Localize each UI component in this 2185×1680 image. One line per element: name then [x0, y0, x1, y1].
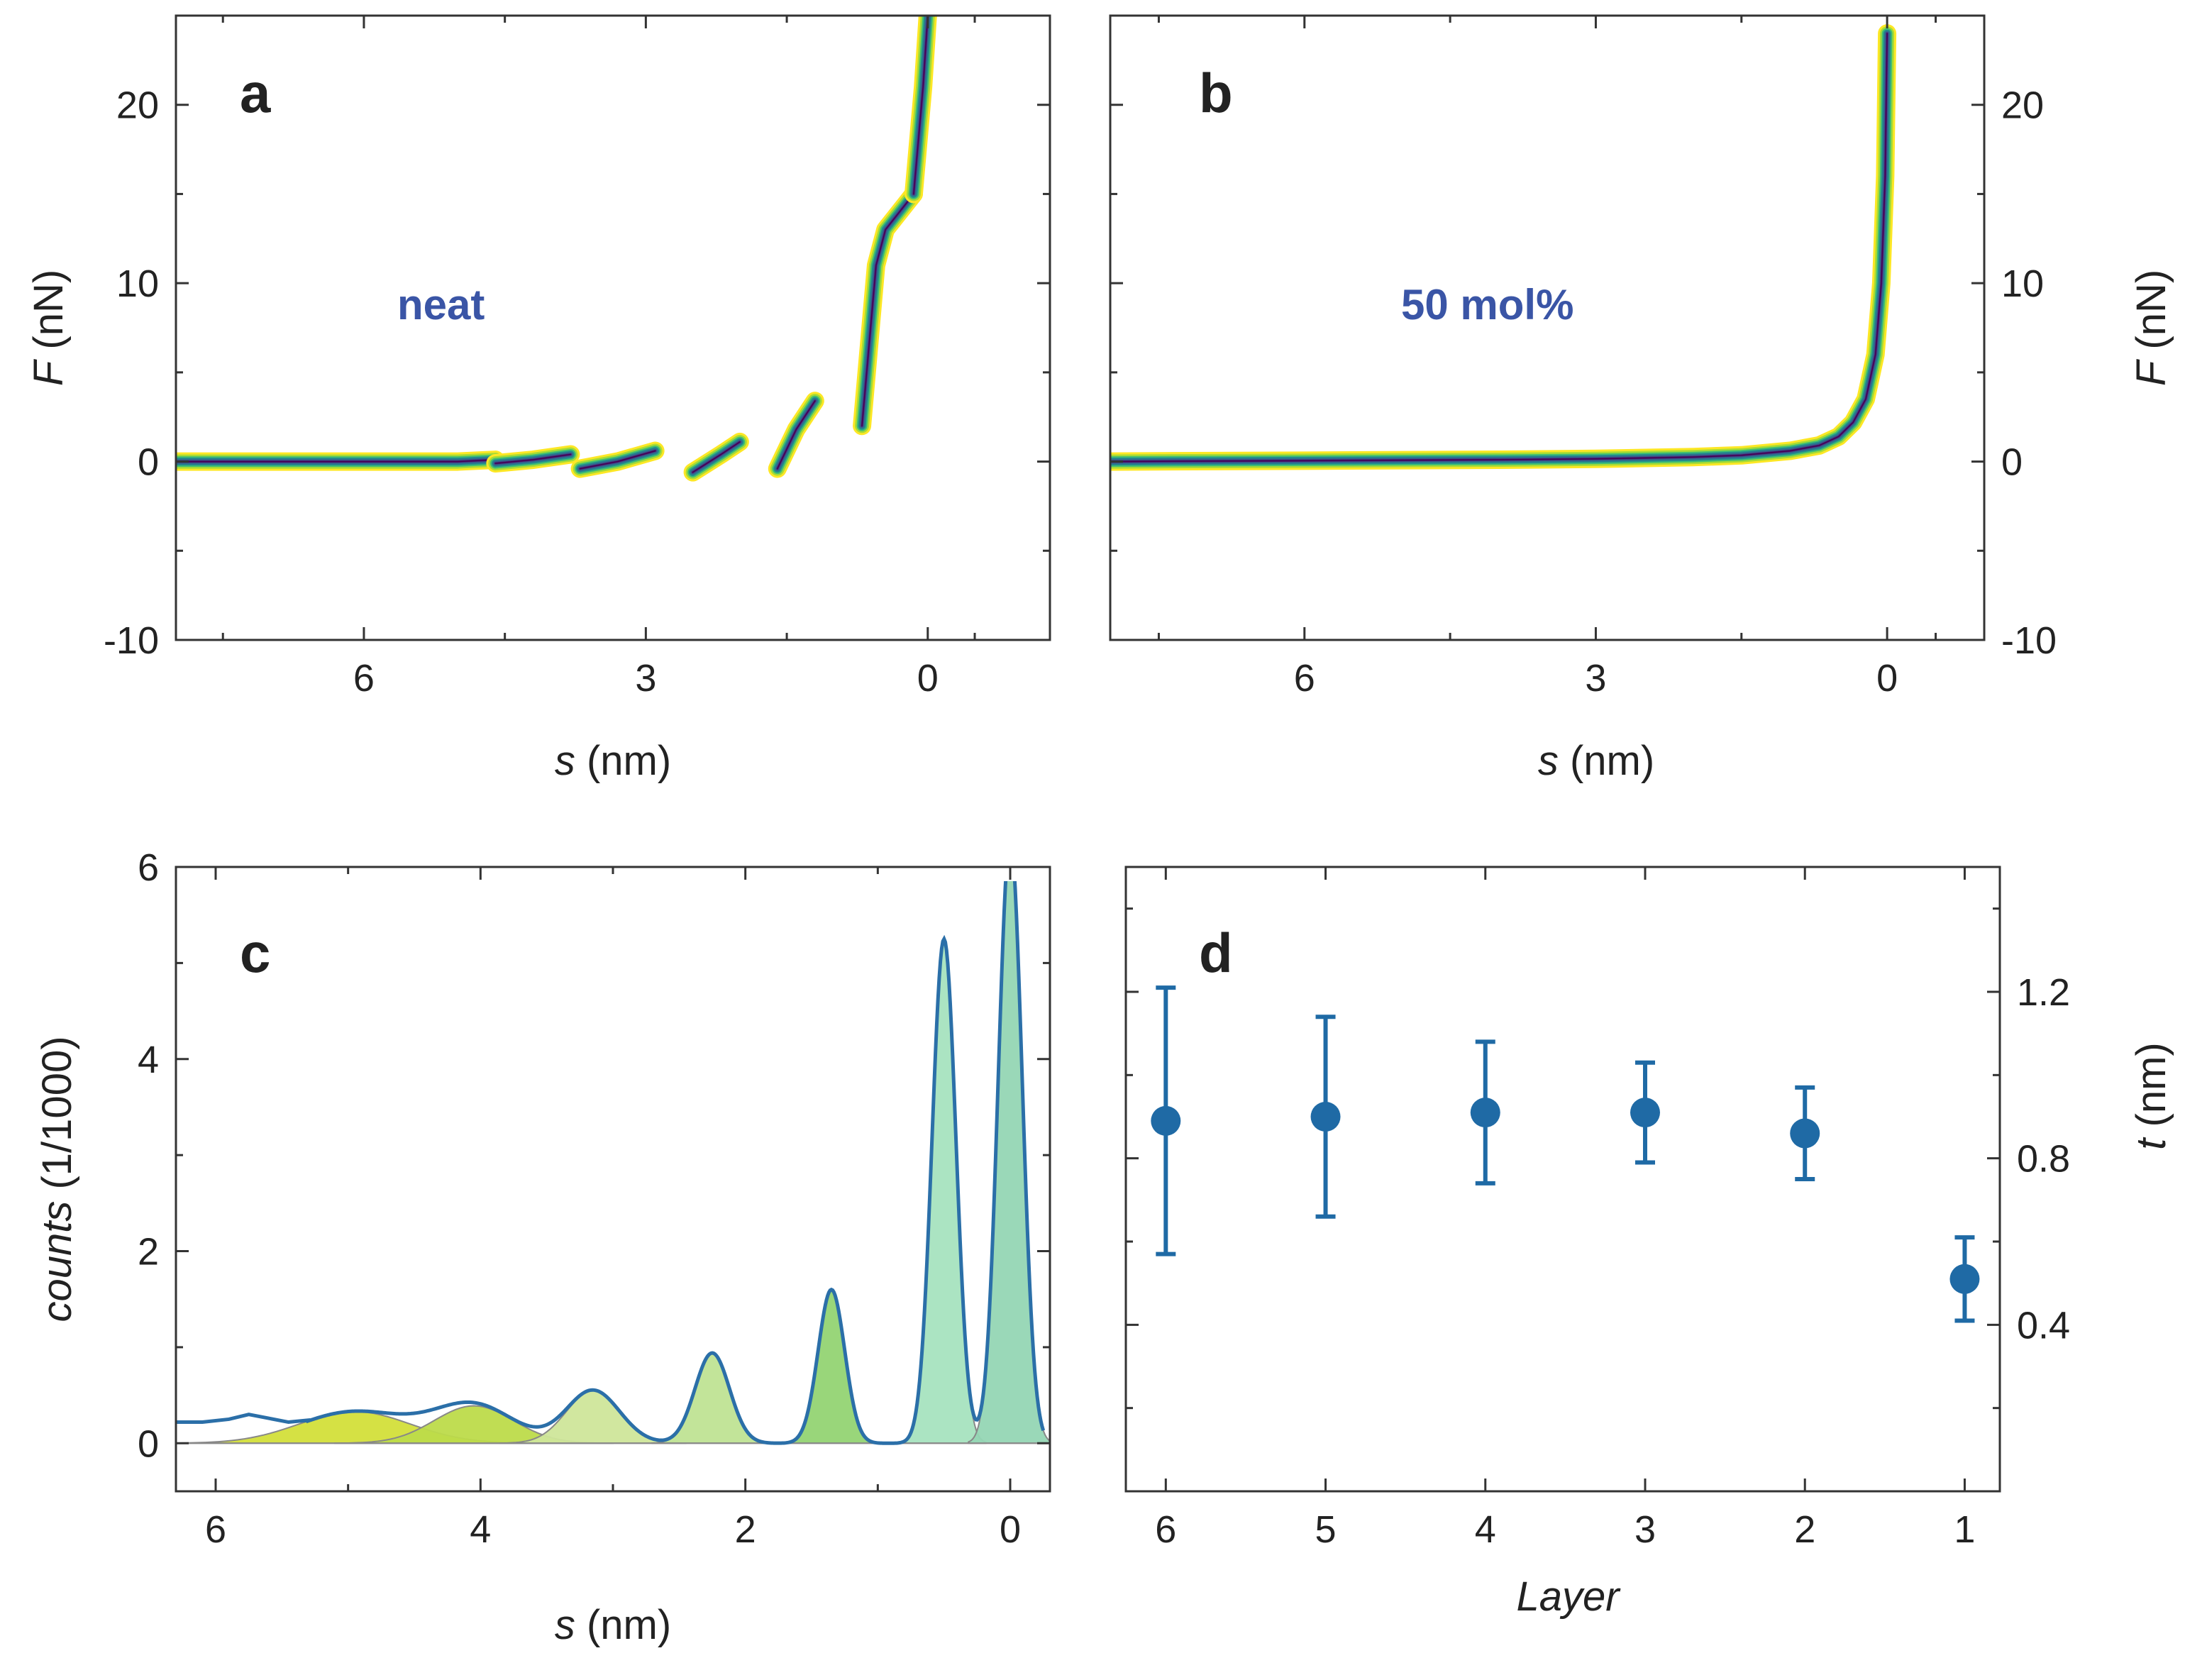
panel-d-xtick-label: 4: [1475, 1508, 1496, 1551]
panel-d-ytick-label: 0.8: [2017, 1138, 2070, 1181]
panel-c-xtick-label: 4: [470, 1508, 491, 1551]
panel-d-points: [1151, 985, 1980, 1323]
panel-d-ticks: 6 5 4 3 2 1 0.4 0.8 1.2: [1126, 867, 2070, 1551]
panel-d-ytick-label: 1.2: [2017, 971, 2070, 1014]
panel-c-xtick-label: 2: [735, 1508, 756, 1551]
panel-d-xlabel: Layer: [1516, 1574, 1621, 1620]
panel-b-ytick-label: 10: [2001, 262, 2044, 305]
panel-d-ylabel: t (nm): [2128, 1042, 2174, 1149]
panel-d-xtick-label: 1: [1954, 1508, 1975, 1551]
panel-b-frame: [1109, 14, 1986, 641]
panel-a-letter: a: [240, 62, 271, 124]
panel-c-ticks: 6 4 2 0 0 2 4 6: [138, 846, 1050, 1551]
panel-c-xtick-label: 0: [1000, 1508, 1021, 1551]
panel-b-ytick-label: -10: [2001, 619, 2057, 662]
panel-b-ylabel: F (nN): [2128, 270, 2174, 386]
heat-trace-layer-2: [861, 193, 914, 427]
heat-trace-layer-5: [579, 450, 656, 470]
panel-b-xlabel: s (nm): [1538, 738, 1654, 784]
panel-d-ytick-label: 0.4: [2017, 1304, 2070, 1347]
data-point: [1630, 1098, 1660, 1128]
panel-b-letter: b: [1199, 62, 1233, 124]
panel-c-ytick-label: 2: [138, 1231, 159, 1273]
peak-area: [901, 936, 987, 1444]
peak-area: [784, 1288, 879, 1444]
panel-c-letter: c: [240, 922, 270, 984]
panel-a-ylabel: F (nN): [26, 270, 72, 386]
panel-b-xtick-label: 6: [1294, 657, 1315, 700]
panel-d-xtick-label: 6: [1155, 1508, 1176, 1551]
data-point: [1151, 1105, 1181, 1136]
heat-trace-layer-6: [494, 453, 572, 464]
panel-c-xlabel: s (nm): [555, 1602, 671, 1648]
panel-d-xtick-label: 3: [1634, 1508, 1656, 1551]
panel-c-xtick-label: 6: [205, 1508, 226, 1551]
heat-trace-layer-1: [913, 16, 929, 195]
panel-b-xtick-label: 3: [1585, 657, 1606, 700]
panel-b-xtick-label: 0: [1876, 657, 1898, 700]
heat-trace-layer-3: [777, 400, 816, 470]
panel-c-ytick-label: 4: [138, 1039, 159, 1081]
heat-trace-approach: [1110, 33, 1888, 463]
data-point: [1470, 1098, 1500, 1128]
panel-d-letter: d: [1199, 922, 1233, 984]
data-point: [1949, 1264, 1980, 1294]
peak-area: [968, 881, 1050, 1444]
panel-a-xtick-label: 0: [917, 657, 939, 700]
panel-c: 6 4 2 0 0 2 4 6 c s (nm) counts (1/1000): [34, 846, 1051, 1648]
panel-b-heatmap: [1110, 24, 1897, 471]
peak-area: [651, 1352, 773, 1444]
panel-a-ytick-label: 20: [116, 84, 159, 127]
panel-a-frame: [175, 14, 1051, 641]
counts-line: [176, 881, 1046, 1445]
panel-b-ytick-label: 0: [2001, 441, 2023, 484]
panel-a-ytick-label: 0: [138, 441, 159, 484]
panel-c-ytick-label: 0: [138, 1422, 159, 1465]
panel-c-areas: [176, 881, 1050, 1445]
panel-d: 6 5 4 3 2 1 0.4 0.8 1.2 d Layer t (nm): [1124, 866, 2174, 1620]
panel-a-xtick-label: 3: [635, 657, 656, 700]
panel-b-annotation: 50 mol%: [1401, 281, 1573, 328]
panel-a-heatmap: [176, 16, 937, 482]
panel-a-ytick-label: -10: [104, 619, 159, 662]
data-point: [1790, 1118, 1820, 1149]
data-point: [1310, 1102, 1341, 1132]
panel-d-xtick-label: 2: [1794, 1508, 1815, 1551]
panel-c-ylabel: counts (1/1000): [34, 1036, 80, 1322]
heat-trace-baseline: [176, 459, 497, 463]
panel-b-ytick-label: 20: [2001, 84, 2044, 127]
panel-c-ytick-label: 6: [138, 846, 159, 889]
panel-a-ytick-label: 10: [116, 262, 159, 305]
panel-d-xtick-label: 5: [1315, 1508, 1337, 1551]
panel-d-frame: [1124, 866, 2001, 1493]
panel-a-xtick-label: 6: [353, 657, 375, 700]
panel-a-xlabel: s (nm): [555, 738, 671, 784]
heat-trace-layer-4: [692, 441, 741, 473]
panel-a-annotation: neat: [397, 281, 485, 328]
